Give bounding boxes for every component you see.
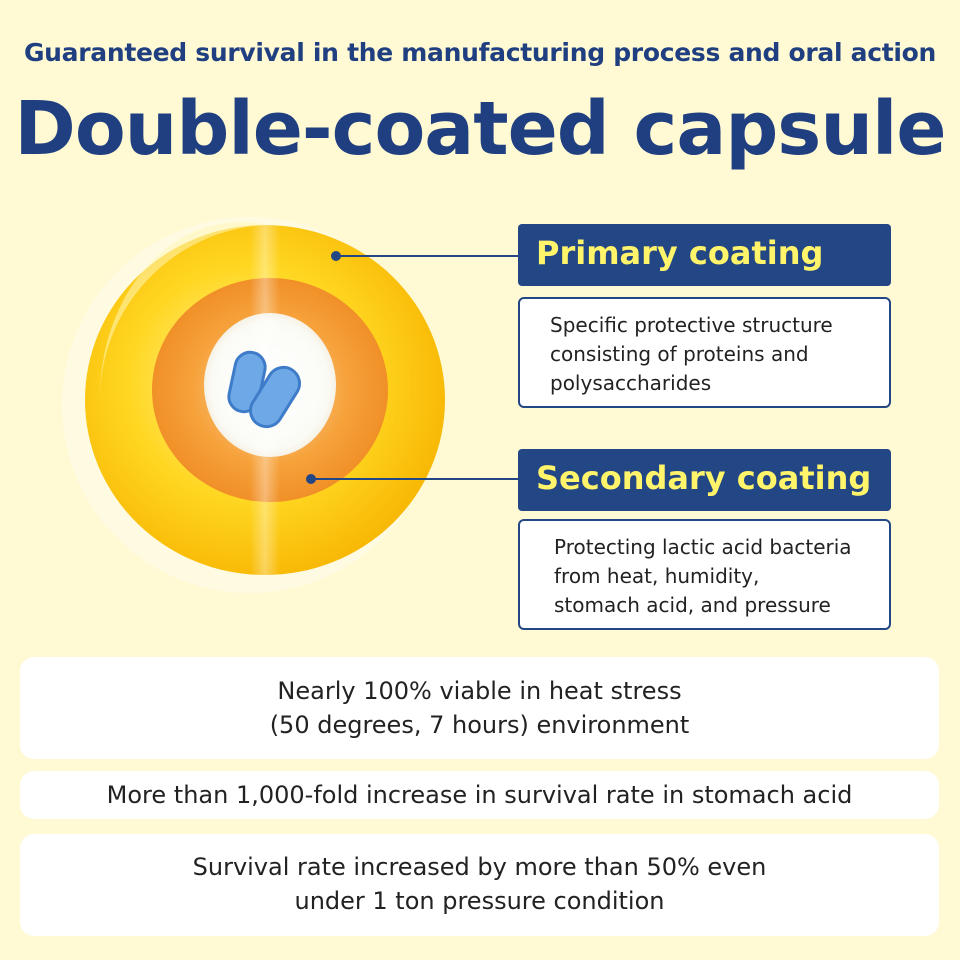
- fact-line: Survival rate increased by more than 50%…: [192, 853, 767, 881]
- description-line: consisting of proteins and: [550, 342, 809, 366]
- page-title: Double-coated capsule: [14, 86, 946, 172]
- description-line: stomach acid, and pressure: [554, 593, 831, 617]
- secondary-coating-description: Protecting lactic acid bacteria from hea…: [518, 519, 891, 630]
- description-line: from heat, humidity,: [554, 564, 760, 588]
- fact-line: under 1 ton pressure condition: [294, 887, 665, 915]
- fact-line: (50 degrees, 7 hours) environment: [269, 711, 690, 739]
- description-line: Protecting lactic acid bacteria: [554, 535, 852, 559]
- fact-line: Nearly 100% viable in heat stress: [277, 677, 682, 705]
- fact-line: More than 1,000-fold increase in surviva…: [106, 781, 853, 809]
- fact-stomach-acid: More than 1,000-fold increase in surviva…: [20, 771, 939, 819]
- primary-coating-label: Primary coating: [518, 224, 891, 286]
- subtitle: Guaranteed survival in the manufacturing…: [23, 38, 937, 67]
- bacteria-icon: [227, 350, 301, 429]
- primary-coating-description: Specific protective structure consisting…: [518, 297, 891, 408]
- description-line: polysaccharides: [550, 371, 712, 395]
- description-line: Specific protective structure: [550, 313, 833, 337]
- fact-pressure: Survival rate increased by more than 50%…: [20, 834, 939, 936]
- secondary-coating-label: Secondary coating: [518, 449, 891, 511]
- capsule-cross-section-icon: [62, 217, 445, 593]
- fact-heat-stress: Nearly 100% viable in heat stress (50 de…: [20, 657, 939, 759]
